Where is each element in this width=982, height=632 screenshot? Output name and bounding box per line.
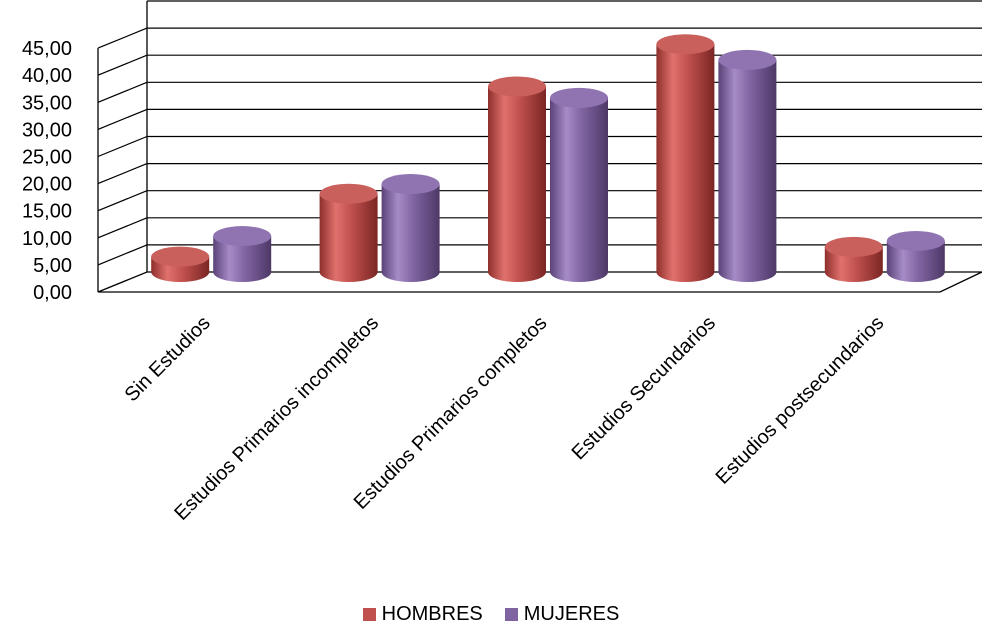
x-category-label: Sin Estudios [121, 312, 215, 406]
legend-item-hombres: HOMBRES [362, 603, 483, 626]
bar-body [656, 44, 715, 282]
gridline-side [97, 217, 148, 239]
x-category-label: Estudios Primarios completos [350, 312, 552, 514]
floor [97, 271, 982, 293]
bar-top [213, 226, 272, 247]
bar-top [151, 246, 210, 267]
legend-swatch-mujeres [504, 608, 518, 621]
legend: HOMBRES MUJERES [0, 603, 982, 626]
bar-mujeres [718, 49, 777, 282]
bar-top [718, 49, 777, 70]
gridline-side [97, 54, 148, 76]
legend-swatch-hombres [362, 608, 376, 621]
bar-body [824, 246, 883, 282]
bar-body [718, 59, 777, 282]
gridline-side [97, 190, 148, 212]
bar-hombres [319, 183, 378, 282]
bar-hombres [656, 34, 715, 282]
bar-body [213, 236, 272, 282]
bar-top [319, 183, 378, 204]
gridline-side [97, 135, 148, 158]
gridline-side [97, 81, 148, 103]
bar-top [656, 34, 715, 55]
bar-hombres [824, 236, 883, 282]
gridline-side [97, 27, 148, 49]
bar-mujeres [550, 87, 608, 282]
x-category-label: Estudios Primarios incompletos [170, 312, 383, 525]
bar-mujeres [886, 230, 945, 282]
gridline-side [97, 108, 148, 130]
y-tick-label: 10,00 [22, 228, 72, 250]
bar-body [319, 193, 378, 282]
x-category-label: Estudios postsecundarios [712, 312, 889, 489]
y-tick-label: 35,00 [22, 92, 72, 114]
bar-body [550, 97, 608, 282]
bar-top [824, 236, 883, 257]
bar-top [550, 87, 608, 108]
bars [151, 34, 945, 282]
bar-hombres [151, 246, 210, 282]
y-tick-label: 0,00 [33, 282, 72, 304]
bar-mujeres [381, 174, 440, 282]
bar-top [886, 230, 945, 251]
bar-body [488, 86, 546, 282]
legend-item-mujeres: MUJERES [504, 603, 620, 626]
y-tick-label: 20,00 [22, 174, 72, 196]
legend-label-hombres: HOMBRES [381, 603, 483, 625]
gridline-side [97, 244, 148, 266]
y-tick-label: 45,00 [22, 38, 72, 60]
bar-top [381, 174, 440, 195]
x-category-label: Estudios Secundarios [568, 312, 720, 464]
bar-hombres [488, 76, 546, 282]
gridline-side [97, 163, 148, 185]
y-tick-label: 30,00 [22, 119, 72, 141]
bar-top [488, 76, 546, 97]
y-tick-label: 25,00 [22, 147, 72, 169]
bar-body [381, 184, 440, 282]
y-axis-ticks: 0,00 5,00 10,00 15,00 20,00 25,00 30,00 35,00 40… [22, 38, 72, 304]
legend-label-mujeres: MUJERES [523, 603, 620, 625]
y-tick-label: 15,00 [22, 201, 72, 223]
y-tick-label: 5,00 [33, 255, 72, 277]
y-tick-label: 40,00 [22, 65, 72, 87]
bar-body [886, 240, 945, 282]
bar-mujeres [213, 226, 272, 282]
